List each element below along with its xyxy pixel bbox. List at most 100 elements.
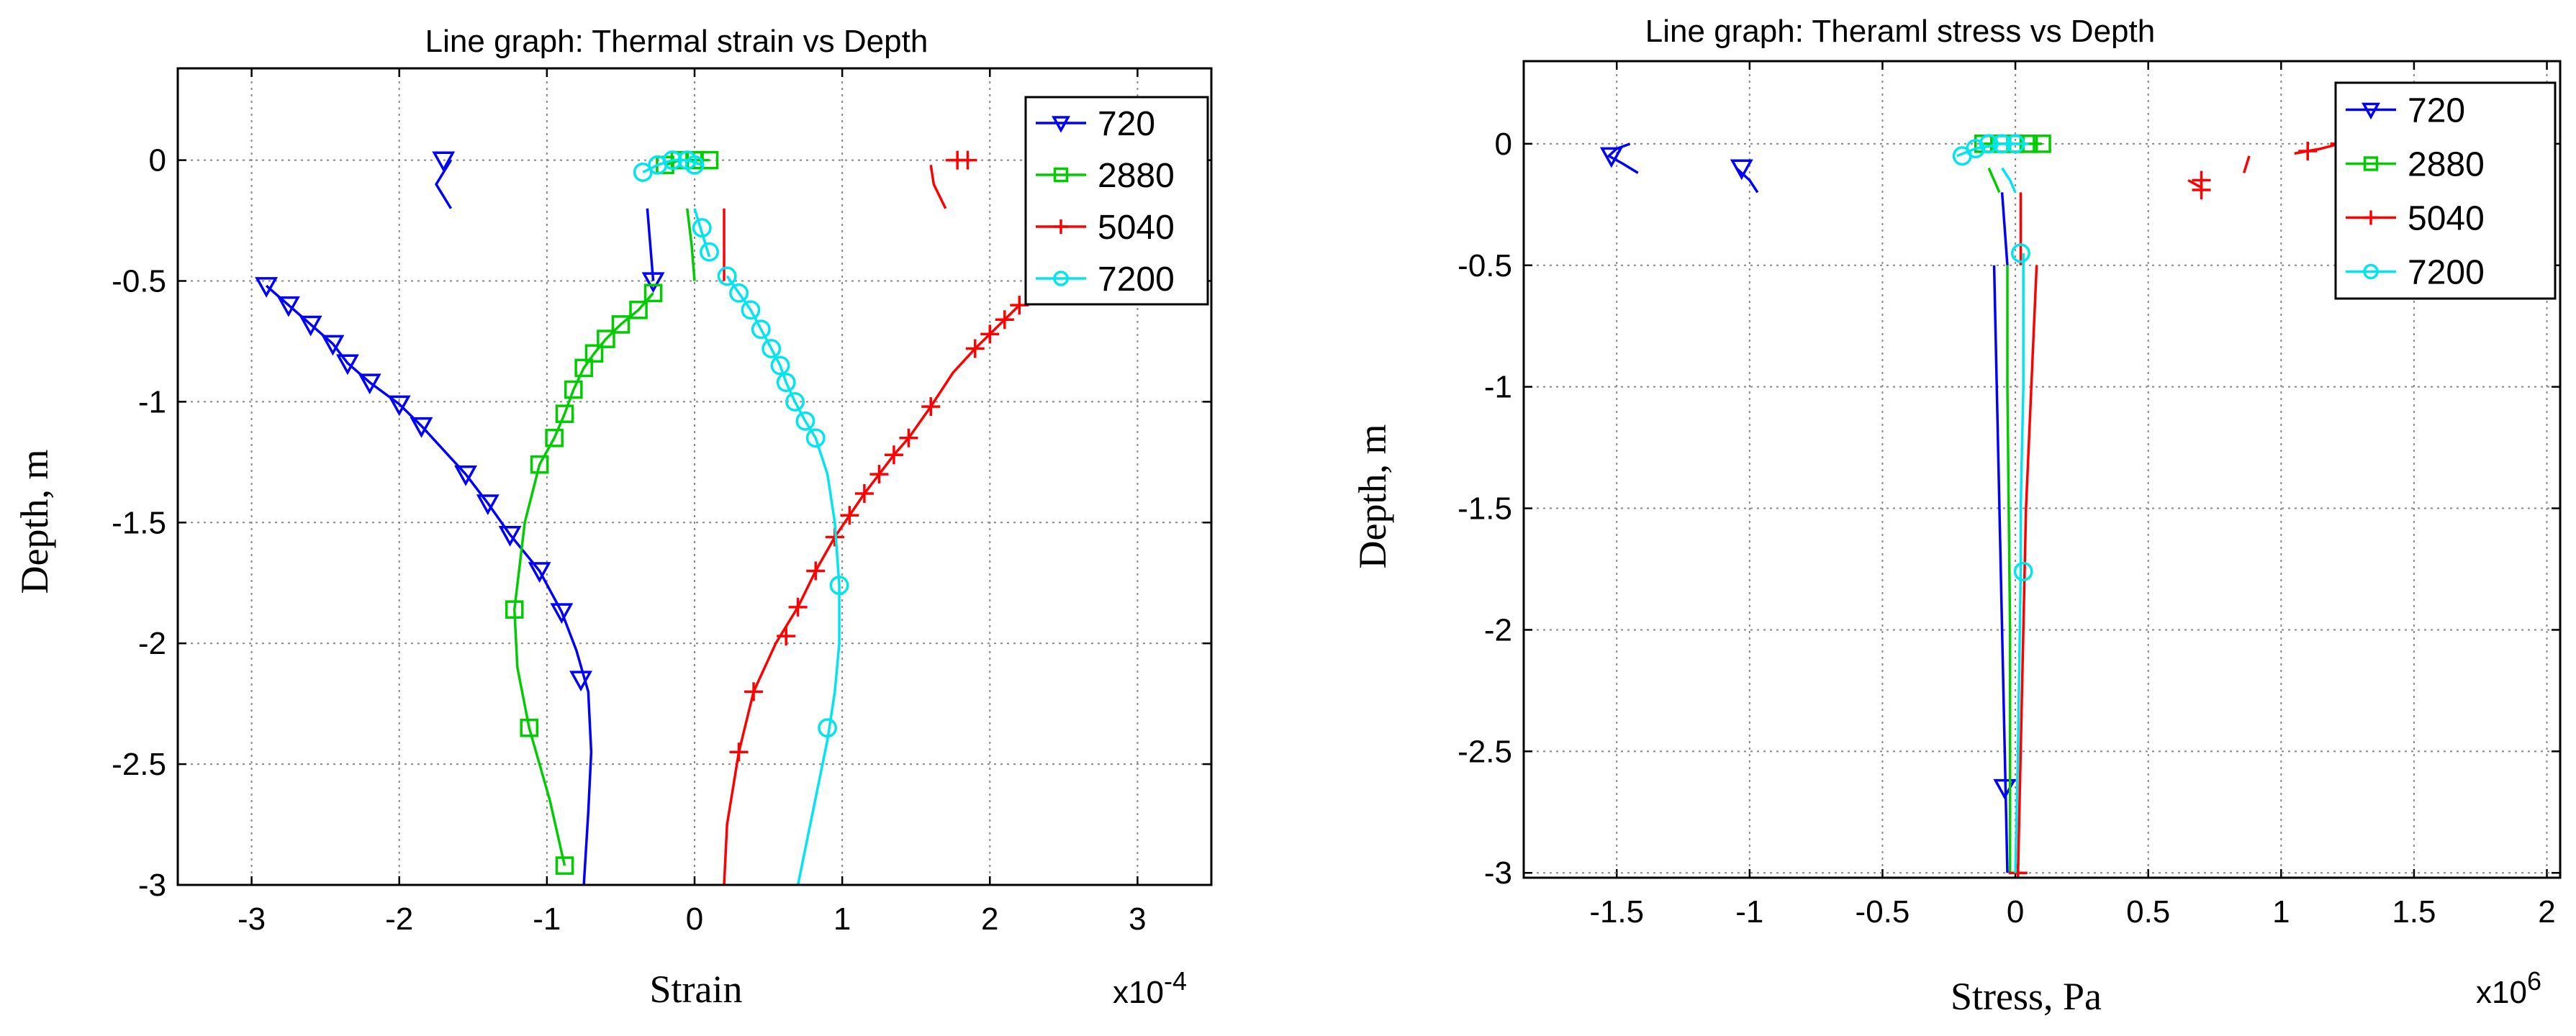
y-tick-label: -2: [1484, 612, 1512, 648]
x-tick-label: 1: [2272, 894, 2290, 930]
legend-marker: [1052, 116, 1070, 133]
data-point-7200: [2005, 134, 2025, 154]
exponent-base: x10: [1113, 975, 1164, 1010]
chart-title: Line graph: Thermal strain vs Depth: [425, 24, 928, 59]
data-point-5040: [921, 397, 941, 417]
x-axis-exponent: x10-4: [1113, 966, 1187, 1010]
legend: 720 2880 5040 7200: [1024, 96, 1209, 306]
data-point-5040: [729, 742, 749, 762]
data-point-720: [358, 373, 381, 395]
data-point-7200: [1979, 134, 1999, 154]
data-point-2880: [555, 404, 574, 423]
series-line-2880: [686, 208, 696, 281]
y-tick-label: -0.5: [1458, 248, 1512, 283]
y-axis-label: Depth, m: [1351, 424, 1394, 569]
legend-label: 720: [1098, 105, 1155, 143]
data-point-720: [498, 525, 522, 547]
chart-thermal-stress: Line graph: Theraml stress vs Depth -1.5…: [1351, 14, 2562, 1018]
x-tick-label: 1: [833, 901, 851, 937]
legend-marker: [2363, 156, 2379, 171]
y-tick-label: -2: [138, 626, 166, 661]
legend-marker: [2364, 210, 2378, 225]
y-tick-label: -1.5: [1458, 491, 1512, 527]
series-line-720: [1735, 167, 1759, 194]
x-tick-label: -1: [1735, 894, 1763, 930]
series-line-5040: [2242, 155, 2251, 173]
x-tick-label: -0.5: [1856, 894, 1910, 930]
y-tick-label: -0.5: [112, 264, 166, 299]
data-point-2880: [584, 344, 604, 363]
x-tick-label: 2: [2538, 894, 2555, 930]
series-7200: [1952, 134, 2033, 873]
data-point-7200: [751, 319, 771, 340]
legend-label: 2880: [2408, 146, 2485, 184]
data-point-5040: [2008, 863, 2028, 878]
data-point-720: [410, 417, 433, 438]
series-line-7200: [726, 275, 841, 885]
data-point-720: [641, 272, 665, 294]
series-line-7200: [642, 158, 702, 173]
data-point-7200: [1992, 134, 2012, 154]
data-point-7200: [741, 300, 761, 320]
series-line-7200: [2001, 167, 2017, 194]
data-point-720: [1730, 159, 1753, 181]
x-axis-exponent: x106: [2476, 966, 2541, 1010]
legend-label: 5040: [2408, 200, 2485, 238]
legend-item-720: 720: [2346, 92, 2465, 130]
data-point-5040: [840, 506, 859, 525]
data-point-2880: [530, 455, 549, 474]
data-point-720: [321, 335, 345, 356]
series-line-720: [2000, 192, 2009, 265]
data-point-2880: [597, 330, 615, 348]
x-axis-label: Stress, Pa: [1951, 975, 2102, 1018]
legend-box: [1024, 96, 1209, 306]
y-tick-label: -1: [138, 384, 166, 419]
y-axis-label: Depth, m: [13, 450, 56, 594]
data-point-7200: [770, 355, 790, 376]
data-point-5040: [995, 310, 1014, 330]
legend: 720 2880 5040 7200: [2334, 81, 2557, 300]
data-point-2880: [564, 380, 583, 399]
y-tick-label: 0: [149, 143, 166, 178]
series-line-5040: [2187, 178, 2202, 189]
exponent-base: x10: [2476, 975, 2527, 1010]
data-point-7200: [761, 339, 782, 358]
data-point-7200: [785, 391, 805, 412]
data-point-2880: [505, 600, 524, 619]
data-point-2880: [629, 300, 648, 319]
data-point-5040: [806, 561, 826, 581]
exponent-power: 6: [2527, 966, 2541, 996]
legend-item-2880: 2880: [1036, 157, 1175, 195]
data-point-5040: [899, 428, 918, 447]
y-tick-label: -3: [1484, 855, 1512, 891]
data-point-2880: [545, 428, 564, 447]
series-line-720: [265, 284, 593, 885]
y-tick-label: -3: [138, 868, 166, 903]
data-point-2880: [611, 315, 631, 334]
legend-marker: [1053, 167, 1069, 183]
data-point-7200: [1966, 139, 1986, 159]
plot-area: -3 -2 -1 0 1 2 3 0 -0.5 -1 -1.5 -2 -2.5 -3 720 2880 5040…: [112, 67, 1213, 937]
data-point-720: [299, 315, 322, 337]
legend-label: 5040: [1098, 209, 1175, 247]
data-point-2880: [520, 718, 539, 737]
series-5040: [723, 150, 1029, 885]
series-line-2880: [2006, 265, 2012, 873]
data-point-2880: [2033, 135, 2051, 153]
series-2880: [505, 150, 719, 875]
x-tick-label: -1: [533, 901, 561, 937]
y-tick-label: -1.5: [112, 505, 166, 540]
chart-title: Line graph: Theraml stress vs Depth: [1645, 14, 2155, 49]
legend-item-720: 720: [1036, 105, 1155, 143]
data-point-720: [432, 151, 456, 173]
data-point-5040: [965, 339, 985, 358]
data-point-720: [476, 494, 500, 516]
legend-label: 7200: [1098, 260, 1175, 299]
data-point-720: [255, 277, 279, 298]
data-point-720: [569, 671, 593, 692]
legend-label: 720: [2408, 92, 2465, 130]
legend-item-5040: 5040: [2346, 200, 2485, 238]
legend-marker: [1054, 219, 1068, 234]
